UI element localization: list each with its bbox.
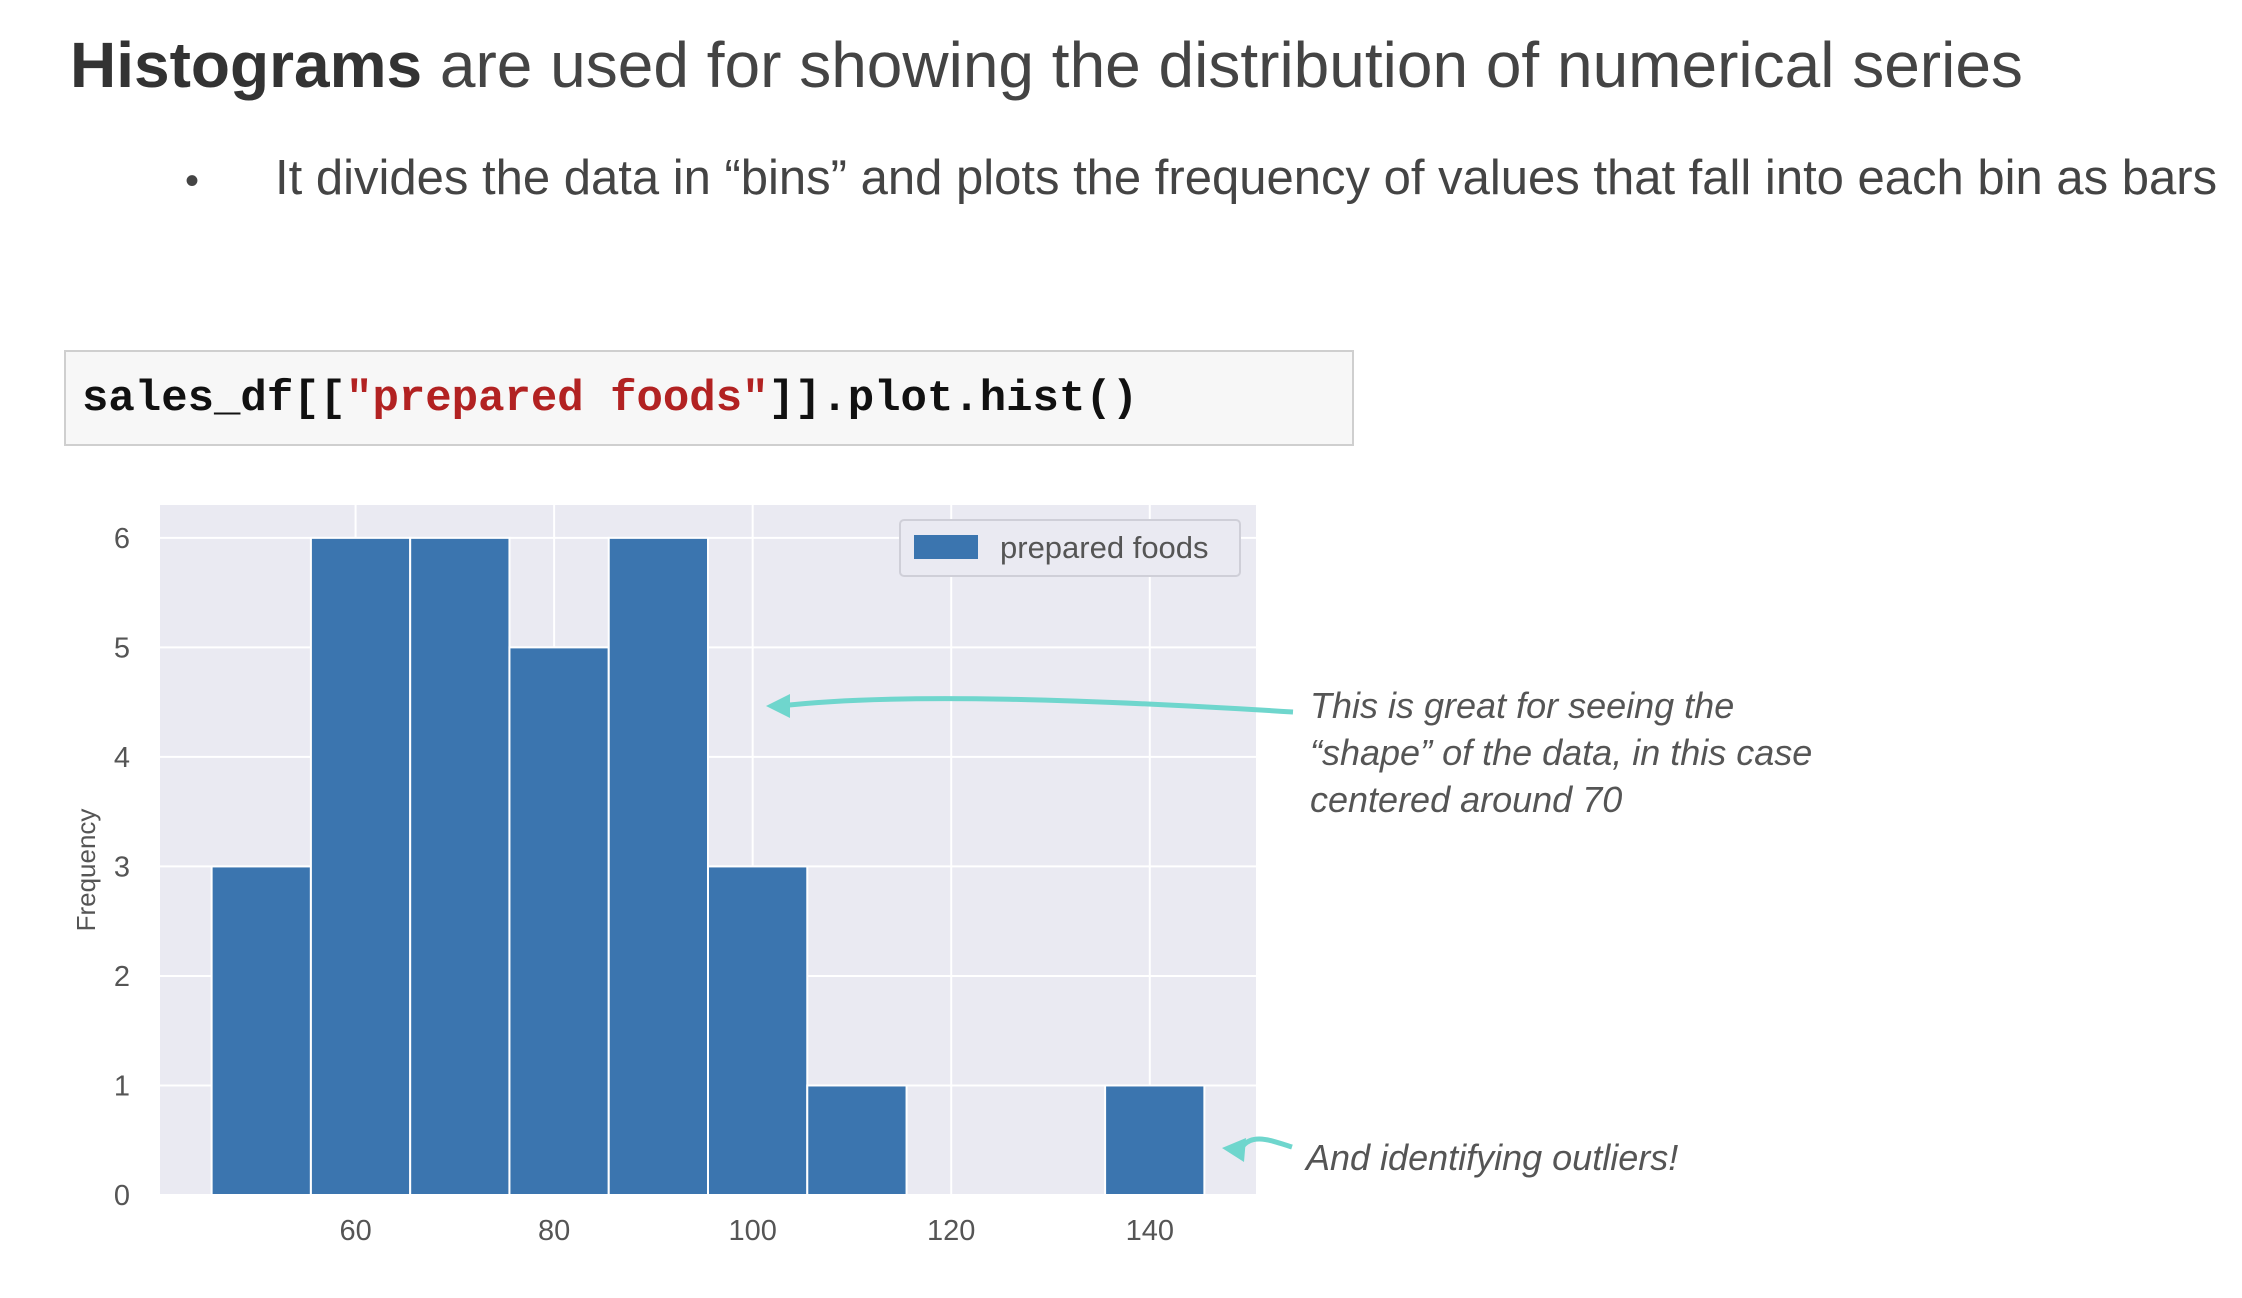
bullet-point: • It divides the data in “bins” and plots… (185, 150, 2217, 206)
y-tick-label: 5 (114, 632, 130, 664)
histogram-bar (508, 646, 610, 1196)
title-bold: Histograms (70, 29, 423, 101)
slide-title: Histograms are used for showing the dist… (70, 28, 2023, 102)
histogram-chart: 60 80 100 120 140 0 1 2 3 4 5 6 Frequency prepared… (71, 505, 1294, 1247)
y-tick-labels: 0 1 2 3 4 5 6 (114, 523, 130, 1212)
x-tick-label: 60 (339, 1215, 371, 1247)
x-tick-label: 140 (1126, 1215, 1174, 1247)
code-string: "prepared foods" (346, 374, 769, 424)
code-cell: sales_df[["prepared foods"]].plot.hist() (64, 350, 1354, 446)
histogram-bar (707, 865, 809, 1196)
y-axis-label: Frequency (71, 809, 101, 932)
histogram-bar (806, 1084, 908, 1197)
title-rest: are used for showing the distribution of… (422, 29, 2023, 101)
histogram-bar (409, 536, 511, 1197)
y-tick-label: 0 (114, 1180, 130, 1212)
shape-arrow (779, 696, 1294, 715)
bullet-text: It divides the data in “bins” and plots … (275, 151, 2218, 205)
histogram-bar (1104, 1084, 1206, 1197)
legend-swatch (914, 535, 978, 559)
annotation-arrows (766, 694, 1294, 1162)
code-prefix: sales_df[[ (82, 374, 347, 424)
y-tick-label: 4 (114, 742, 130, 774)
y-tick-label: 1 (114, 1070, 130, 1102)
x-tick-label: 80 (538, 1215, 570, 1247)
y-tick-label: 3 (114, 851, 130, 883)
shape-arrow-head (766, 694, 790, 718)
outlier-arrow-head (1222, 1138, 1246, 1162)
histogram-bar (607, 536, 709, 1197)
annotation-outliers: And identifying outliers! (1306, 1137, 1679, 1178)
code-suffix: ]].plot.hist() (768, 374, 1139, 424)
histogram-bar (210, 865, 312, 1196)
x-tick-labels: 60 80 100 120 140 (339, 1215, 1174, 1247)
x-tick-label: 120 (927, 1215, 975, 1247)
bullet-dot: • (185, 159, 200, 203)
histogram-bar (309, 536, 412, 1197)
x-tick-label: 100 (728, 1215, 776, 1247)
y-tick-label: 6 (114, 523, 130, 555)
annotation-shape: This is great for seeing the “shape” of … (1310, 685, 1813, 820)
legend: prepared foods (899, 519, 1241, 577)
legend-box (899, 519, 1241, 577)
legend-label: prepared foods (1000, 530, 1209, 565)
y-tick-label: 2 (114, 961, 130, 993)
histogram-bars (210, 536, 1206, 1197)
